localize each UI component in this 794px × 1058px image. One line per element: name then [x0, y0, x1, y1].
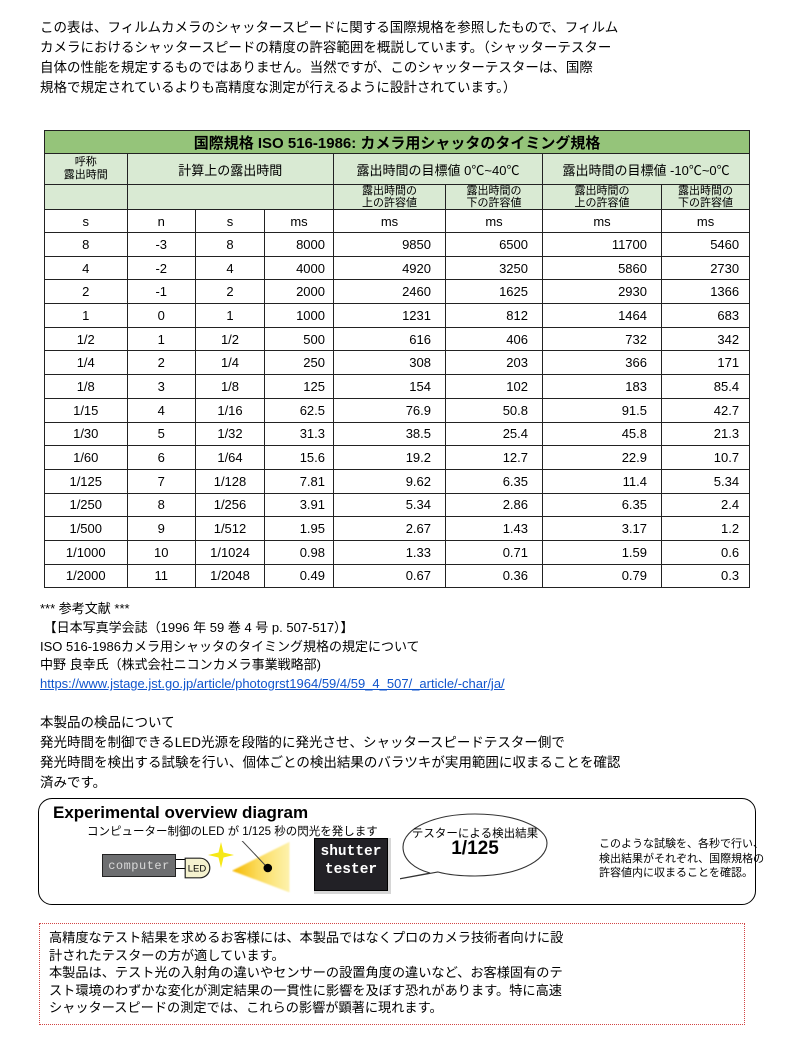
svg-text:LED: LED: [188, 864, 207, 875]
